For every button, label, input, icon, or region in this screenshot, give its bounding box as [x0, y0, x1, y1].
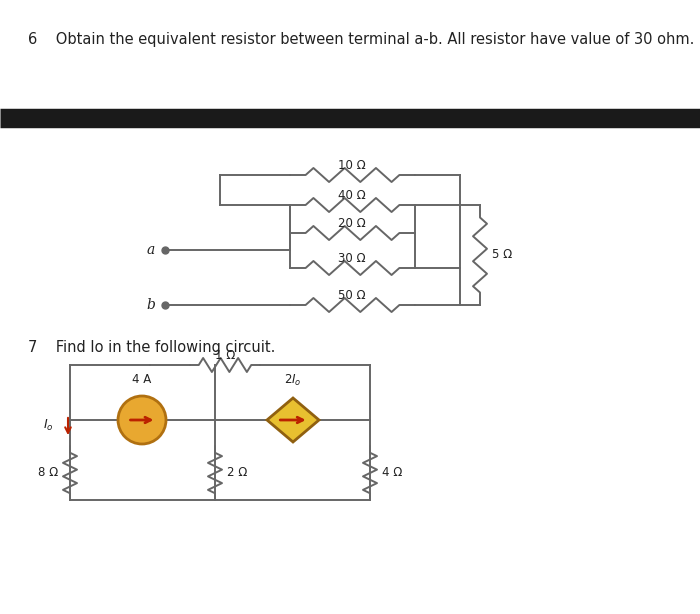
- Text: 7    Find Io in the following circuit.: 7 Find Io in the following circuit.: [28, 340, 275, 355]
- Text: 4 Ω: 4 Ω: [382, 467, 402, 480]
- Text: b: b: [146, 298, 155, 312]
- Text: a: a: [147, 243, 155, 257]
- Text: 1 Ω: 1 Ω: [215, 349, 235, 362]
- Text: 10 Ω: 10 Ω: [338, 159, 366, 172]
- Text: 6    Obtain the equivalent resistor between terminal a-b. All resistor have valu: 6 Obtain the equivalent resistor between…: [28, 32, 694, 47]
- Text: 4 A: 4 A: [132, 373, 152, 386]
- Text: $2I_o$: $2I_o$: [284, 373, 302, 388]
- Text: 2 Ω: 2 Ω: [227, 467, 247, 480]
- Circle shape: [118, 396, 166, 444]
- Text: 50 Ω: 50 Ω: [338, 289, 366, 302]
- Text: 20 Ω: 20 Ω: [338, 217, 366, 230]
- Text: 5 Ω: 5 Ω: [492, 249, 512, 262]
- Text: 30 Ω: 30 Ω: [338, 252, 366, 265]
- Text: 40 Ω: 40 Ω: [338, 189, 366, 202]
- Text: $I_o$: $I_o$: [43, 418, 54, 432]
- Polygon shape: [267, 398, 319, 442]
- Text: 8 Ω: 8 Ω: [38, 467, 58, 480]
